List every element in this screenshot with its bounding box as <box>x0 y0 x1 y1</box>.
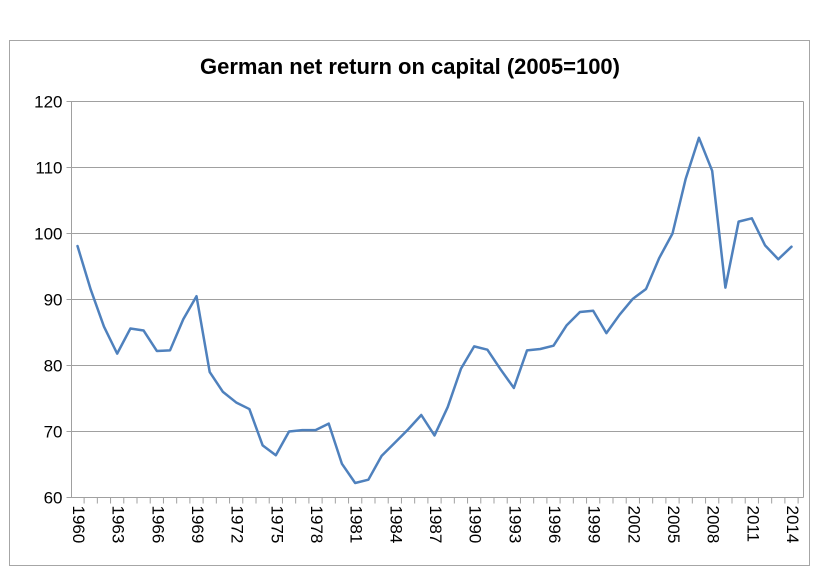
x-axis: 1960 1963 1966 1969 1972 1975 1978 1981 1984 1987… <box>69 497 804 544</box>
x-tick-label: 1984 <box>386 506 405 544</box>
x-tick-label: 1996 <box>545 506 564 544</box>
x-tick-label: 1993 <box>505 506 524 544</box>
x-tick-label: 1972 <box>228 506 247 544</box>
x-tick-label: 2014 <box>783 506 802 544</box>
series-layer <box>76 136 793 485</box>
y-axis: 60 70 80 90 100 110 120 <box>34 93 72 508</box>
chart-title: German net return on capital (2005=100) <box>200 54 620 79</box>
x-tick-label: 1975 <box>267 506 286 544</box>
x-tick-label: 1990 <box>466 506 485 544</box>
chart-area-border <box>9 40 810 566</box>
y-tick-label: 100 <box>34 225 62 244</box>
x-tick-label: 2005 <box>664 506 683 544</box>
x-tick-label: 2011 <box>743 506 762 543</box>
x-tick-label: 1963 <box>109 506 128 544</box>
x-tick-label: 1966 <box>148 506 167 544</box>
x-tick-label: 1978 <box>307 506 326 544</box>
x-tick-label: 2008 <box>704 506 723 544</box>
x-tick-label: 1960 <box>69 506 88 544</box>
x-tick-label: 1999 <box>585 506 604 544</box>
y-tick-label: 80 <box>44 357 63 376</box>
y-tick-label: 110 <box>35 159 62 178</box>
x-tick-label: 1987 <box>426 506 445 544</box>
y-tick-label: 120 <box>34 93 62 112</box>
x-tick-label: 1969 <box>188 506 207 544</box>
y-tick-label: 70 <box>44 423 63 442</box>
y-tick-label: 90 <box>44 291 63 310</box>
x-tick-label: 1981 <box>347 506 366 544</box>
x-tick-label: 2002 <box>624 506 643 544</box>
y-tick-label: 60 <box>44 489 63 508</box>
